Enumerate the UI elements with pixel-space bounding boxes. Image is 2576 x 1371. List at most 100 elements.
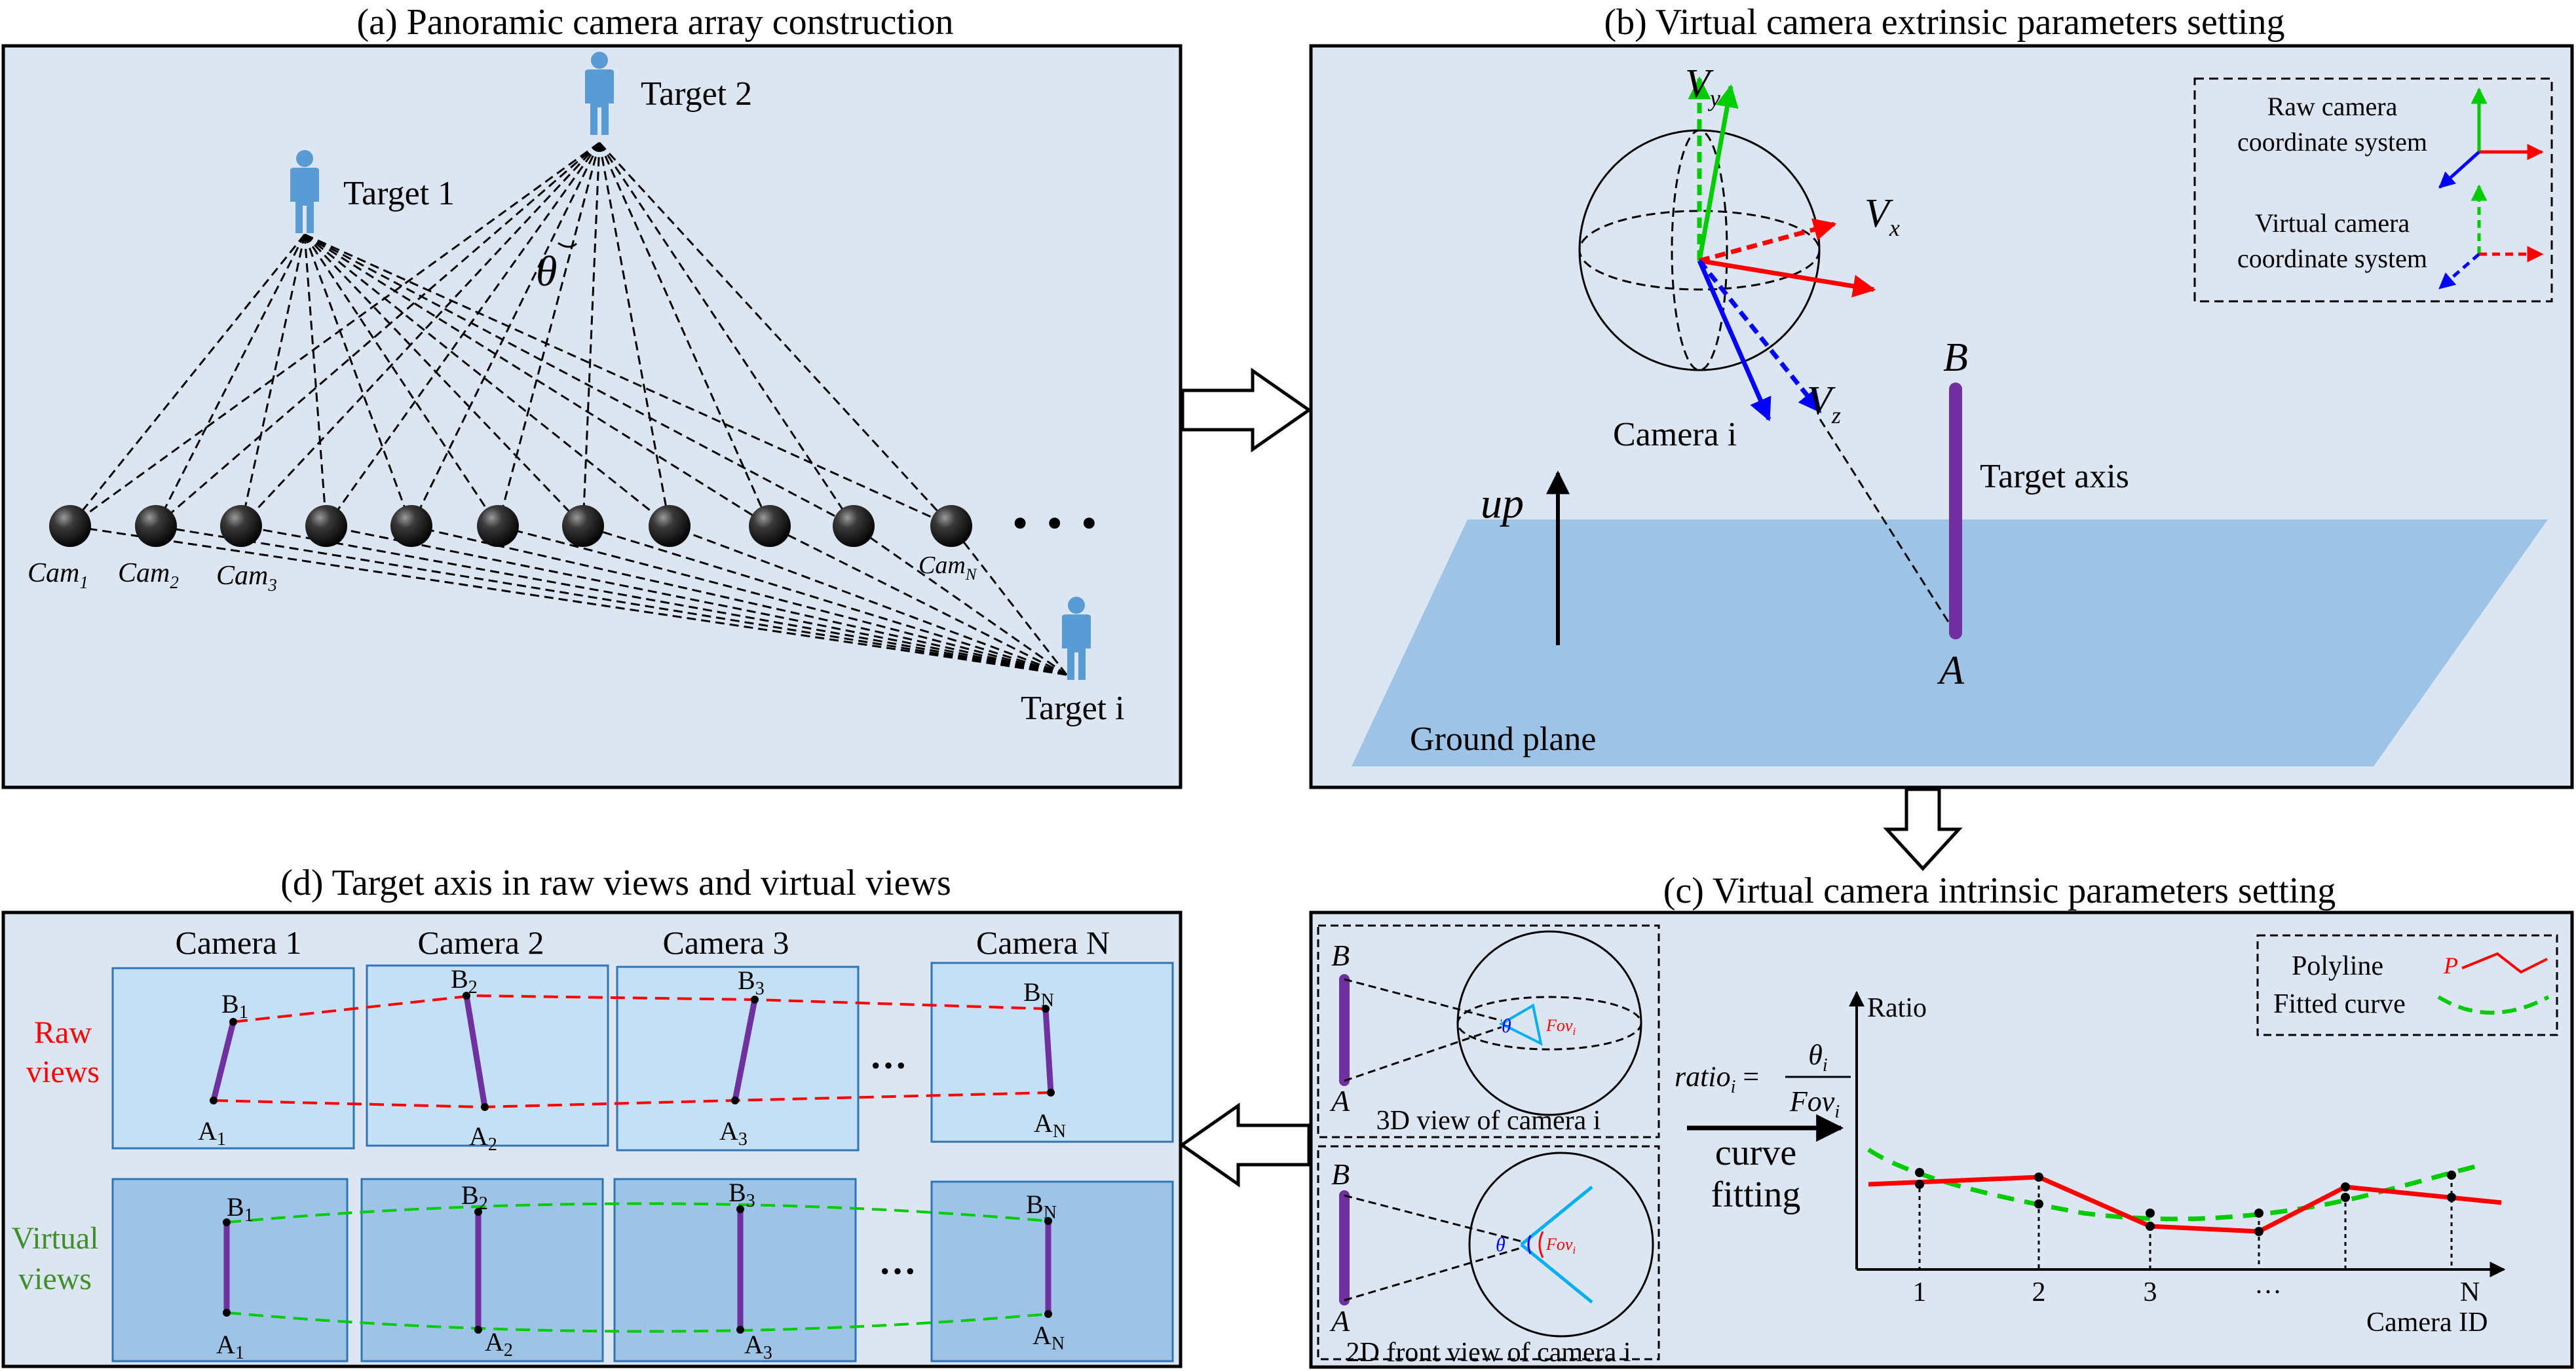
chart-points [1915, 1168, 2456, 1236]
virtual-view-n [930, 1180, 1174, 1362]
cam3-label: Cam3 [216, 561, 277, 595]
panel-a-frame [1, 44, 1183, 789]
panel-b: (b) Virtual camera extrinsic parameters … [1309, 2, 2574, 789]
virtual-view-boxes [111, 1178, 1174, 1362]
view3d-label: 3D view of camera i [1376, 1106, 1601, 1136]
target-axis-label: Target axis [1980, 458, 2129, 495]
camera-1 [49, 505, 91, 547]
camera-2 [135, 505, 177, 547]
raw-point-labels: B1 A1 B2 A2 B3 A3 BN AN [198, 964, 1066, 1155]
col-camera-n: Camera N [976, 924, 1110, 961]
cameras [49, 505, 972, 547]
column-headers: Camera 1 Camera 2 Camera 3 Camera N [176, 924, 1110, 961]
svg-text:B3: B3 [729, 1178, 755, 1211]
theta-label: θ [536, 248, 557, 295]
virtual-views-label-2: views [18, 1262, 92, 1296]
svg-text:A2: A2 [485, 1327, 513, 1361]
svg-text:B1: B1 [221, 989, 248, 1023]
coordinate-legend: Raw camera coordinate system Virtual cam… [2193, 77, 2553, 303]
legend-fitted: Fitted curve [2273, 989, 2406, 1019]
col-camera-3: Camera 3 [663, 924, 789, 961]
svg-text:B3: B3 [738, 966, 765, 999]
view3d-a: A [1329, 1084, 1350, 1117]
raw-view-2 [366, 964, 609, 1147]
svg-text:θi: θi [1808, 1039, 1827, 1076]
panel-c-title: (c) Virtual camera intrinsic parameters … [1663, 871, 2336, 911]
camn-label: CamN [919, 552, 977, 584]
camera-rays [69, 141, 1068, 676]
virtual-bottom-connector [226, 1311, 1049, 1333]
panel-c-frame [1309, 911, 2574, 1369]
raw-top-connector [233, 994, 1046, 1023]
svg-text:A3: A3 [744, 1330, 772, 1363]
chart-legend: Polyline P Fitted curve [2256, 934, 2558, 1036]
legend-virtual-line2: coordinate system [2237, 244, 2427, 273]
svg-text:1: 1 [1913, 1277, 1927, 1307]
panel-a: (a) Panoramic camera array construction [1, 2, 1183, 789]
panel-b-title: (b) Virtual camera extrinsic parameters … [1604, 2, 2285, 43]
col-camera-1: Camera 1 [176, 924, 302, 961]
panel-c: (c) Virtual camera intrinsic parameters … [1309, 871, 2574, 1369]
view2d-theta: θ [1496, 1234, 1506, 1256]
svg-text:B1: B1 [227, 1192, 254, 1226]
arrow-b-to-c [1883, 787, 1963, 871]
svg-text:3: 3 [2144, 1277, 2157, 1307]
raw-target-axes [210, 992, 1054, 1110]
virtual-ellipsis: ··· [879, 1250, 917, 1292]
view-ray [1819, 419, 1955, 631]
camera-ellipsis: • • • [1009, 502, 1101, 546]
legend-raw-line2: coordinate system [2237, 127, 2427, 157]
camera-9 [749, 505, 791, 547]
camera-4 [305, 505, 347, 547]
svg-text:A3: A3 [719, 1116, 748, 1150]
cam1-label: Cam1 [28, 558, 88, 592]
up-label: up [1481, 479, 1524, 527]
legend-virtual-line1: Virtual camera [2255, 208, 2410, 238]
vx-raw-arrow [1699, 258, 1876, 298]
svg-text:Fovi: Fovi [1789, 1085, 1840, 1122]
raw-views-label-2: views [26, 1055, 100, 1089]
view2d-b: B [1331, 1157, 1350, 1191]
svg-text:N: N [2460, 1277, 2480, 1307]
virtual-target-axes [223, 1206, 1051, 1333]
vz-raw-arrow [1697, 259, 1771, 422]
view2d-label: 2D front view of camera i [1346, 1338, 1631, 1368]
svg-text:A1: A1 [216, 1330, 244, 1363]
svg-text:B2: B2 [461, 1180, 488, 1214]
svg-text:A1: A1 [198, 1116, 226, 1150]
view-2d-box: B A θ Fovi 2D front view of camera i [1317, 1145, 1660, 1368]
svg-text:···: ··· [2254, 1277, 2282, 1307]
raw-view-n [930, 962, 1174, 1143]
legend-polyline-mark: P [2443, 952, 2458, 979]
panel-d: (d) Target axis in raw views and virtual… [1, 863, 1183, 1368]
svg-text:AN: AN [1034, 1108, 1066, 1142]
polyline-ratio [1868, 1174, 2502, 1234]
svg-text:BN: BN [1026, 1190, 1057, 1223]
raw-bottom-connector [213, 1091, 1051, 1109]
virtual-views-label-1: Virtual [11, 1221, 98, 1256]
panel-d-title: (d) Target axis in raw views and virtual… [280, 863, 951, 903]
raw-ellipsis: ··· [869, 1044, 907, 1087]
ground-plane [1352, 519, 2548, 766]
virtual-view-1 [111, 1178, 349, 1362]
arrow-a-to-b [1181, 367, 1312, 453]
vy-raw-arrow [1697, 84, 1739, 261]
camera-i-label: Camera i [1613, 416, 1737, 453]
camera-10 [833, 505, 875, 547]
curve-fitting-line2: fitting [1711, 1174, 1801, 1215]
point-b-label: B [1943, 335, 1968, 380]
chart-x-label: Camera ID [2366, 1307, 2488, 1338]
vy-label: Vy [1685, 62, 1720, 111]
svg-text:A2: A2 [469, 1121, 497, 1155]
camera-7 [562, 505, 604, 547]
theta-arc [558, 242, 577, 248]
camera-6 [477, 505, 519, 547]
axis-endpoints [210, 992, 1055, 1334]
view2d-fov: Fovi [1545, 1235, 1576, 1256]
target-2-label: Target 2 [641, 75, 752, 113]
svg-text:B2: B2 [451, 964, 478, 998]
target-i-label: Target i [1021, 690, 1125, 727]
vx-label: Vx [1865, 191, 1900, 241]
vz-label: Vz [1807, 379, 1841, 428]
panel-a-title: (a) Panoramic camera array construction [356, 2, 953, 43]
